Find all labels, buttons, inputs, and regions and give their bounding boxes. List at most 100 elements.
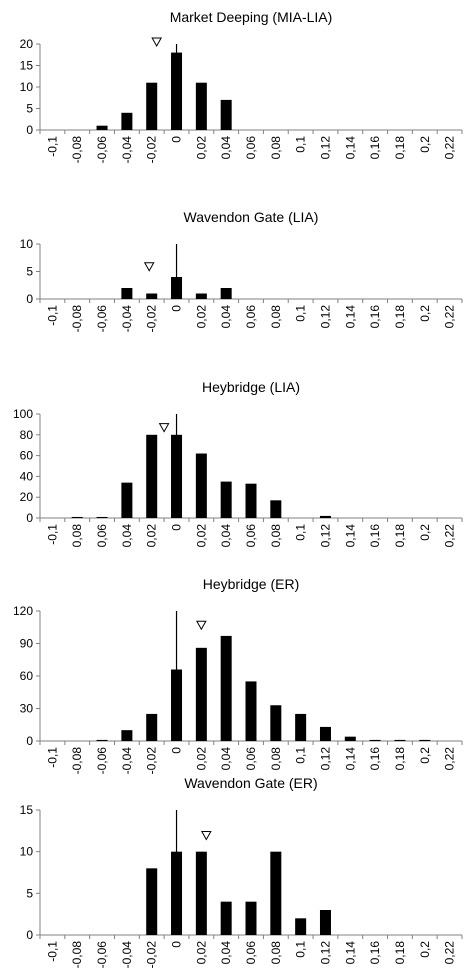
- bar: [344, 736, 356, 741]
- y-tick-label: 10: [20, 237, 34, 251]
- x-tick-label: 0,12: [318, 747, 332, 771]
- x-tick-label: 0,06: [244, 941, 258, 965]
- x-tick-label: 0,2: [418, 136, 432, 153]
- x-tick-label: 0,14: [343, 941, 357, 965]
- x-tick-label: 0: [170, 136, 184, 143]
- y-tick-label: 0: [26, 734, 33, 748]
- x-tick-label: 0,12: [318, 941, 332, 965]
- x-tick-label: 0,12: [318, 136, 332, 160]
- x-tick-label: -0,1: [45, 524, 59, 545]
- bar: [270, 500, 282, 518]
- x-tick-label: 0,08: [269, 305, 283, 329]
- bar: [245, 901, 257, 935]
- bar: [270, 705, 282, 741]
- x-tick-label: 0,14: [343, 524, 357, 548]
- bar: [220, 901, 232, 935]
- bar: [319, 726, 331, 741]
- y-tick-label: 20: [20, 490, 34, 504]
- x-tick-label: 0,18: [393, 136, 407, 160]
- x-tick-label: 0,06: [95, 524, 109, 548]
- x-tick-label: -0,1: [45, 136, 59, 157]
- x-tick-label: 0,14: [343, 136, 357, 160]
- x-tick-label: 0,06: [244, 747, 258, 771]
- x-tick-label: 0,1: [294, 524, 308, 541]
- x-tick-label: -0,06: [95, 136, 109, 164]
- mean-marker-triangle: [158, 423, 170, 433]
- x-tick-label: 0,02: [194, 305, 208, 329]
- bar: [195, 851, 207, 935]
- bar: [195, 293, 207, 299]
- x-tick-label: -0,04: [120, 747, 134, 775]
- x-tick-label: 0,14: [343, 747, 357, 771]
- x-tick-label: -0,06: [95, 941, 109, 969]
- bar: [146, 434, 158, 518]
- x-tick-label: 0,18: [393, 747, 407, 771]
- x-tick-label: 0,18: [393, 941, 407, 965]
- y-tick-label: 5: [26, 886, 33, 900]
- bar: [146, 868, 158, 935]
- y-tick-label: 90: [20, 637, 34, 651]
- y-tick-label: 20: [20, 37, 34, 51]
- bar: [394, 739, 406, 741]
- x-tick-label: -0,08: [70, 941, 84, 969]
- x-tick-label: 0: [170, 305, 184, 312]
- x-tick-label: -0,04: [120, 305, 134, 333]
- y-tick-label: 0: [26, 123, 33, 137]
- y-tick-label: 10: [20, 80, 34, 94]
- x-tick-label: -0,08: [70, 305, 84, 333]
- x-tick-label: 0,22: [443, 941, 457, 965]
- y-tick-label: 60: [20, 669, 34, 683]
- x-tick-label: 0: [170, 941, 184, 948]
- x-tick-label: -0,1: [45, 941, 59, 962]
- x-tick-label: 0,02: [145, 524, 159, 548]
- bar: [220, 635, 232, 741]
- x-tick-label: 0,1: [294, 941, 308, 958]
- chart-title: Heybridge (LIA): [202, 379, 300, 395]
- x-tick-label: -0,08: [70, 136, 84, 164]
- bar: [121, 482, 133, 518]
- x-tick-label: -0,1: [45, 305, 59, 326]
- x-tick-label: -0,02: [145, 136, 159, 164]
- mean-marker-triangle: [151, 37, 163, 48]
- bar: [419, 739, 431, 741]
- bar: [96, 516, 108, 518]
- x-tick-label: 0,18: [393, 305, 407, 329]
- bar: [319, 515, 331, 518]
- bar: [146, 82, 158, 130]
- mean-marker-triangle: [200, 831, 212, 841]
- y-tick-label: 15: [20, 803, 34, 817]
- chart-title: Wavendon Gate (ER): [184, 775, 317, 791]
- y-tick-label: 80: [20, 428, 34, 442]
- y-tick-label: 40: [20, 469, 34, 483]
- x-tick-label: -0,06: [95, 305, 109, 333]
- x-tick-label: 0: [170, 524, 184, 531]
- y-tick-label: 0: [26, 928, 33, 942]
- bar: [146, 713, 158, 741]
- bar: [295, 713, 307, 741]
- x-tick-label: 0,22: [443, 747, 457, 771]
- bar: [245, 483, 257, 518]
- x-tick-label: 0,04: [219, 136, 233, 160]
- x-tick-label: 0,2: [418, 941, 432, 958]
- bar: [146, 293, 158, 299]
- x-tick-label: 0,06: [244, 305, 258, 329]
- x-tick-label: -0,08: [70, 747, 84, 775]
- y-tick-label: 60: [20, 449, 34, 463]
- bar: [319, 910, 331, 935]
- y-tick-label: 120: [13, 604, 33, 618]
- x-tick-label: -0,02: [145, 305, 159, 333]
- bar: [369, 739, 381, 741]
- x-tick-label: 0,16: [368, 941, 382, 965]
- y-tick-label: 5: [26, 265, 33, 279]
- x-tick-label: 0,02: [194, 941, 208, 965]
- bar: [245, 681, 257, 741]
- x-tick-label: 0,08: [269, 136, 283, 160]
- bar: [220, 99, 232, 130]
- x-tick-label: 0,22: [443, 524, 457, 548]
- x-tick-label: -0,1: [45, 747, 59, 768]
- bar: [121, 112, 133, 130]
- bar: [121, 730, 133, 741]
- bar: [295, 918, 307, 935]
- x-tick-label: 0,14: [343, 305, 357, 329]
- x-tick-label: -0,02: [145, 747, 159, 775]
